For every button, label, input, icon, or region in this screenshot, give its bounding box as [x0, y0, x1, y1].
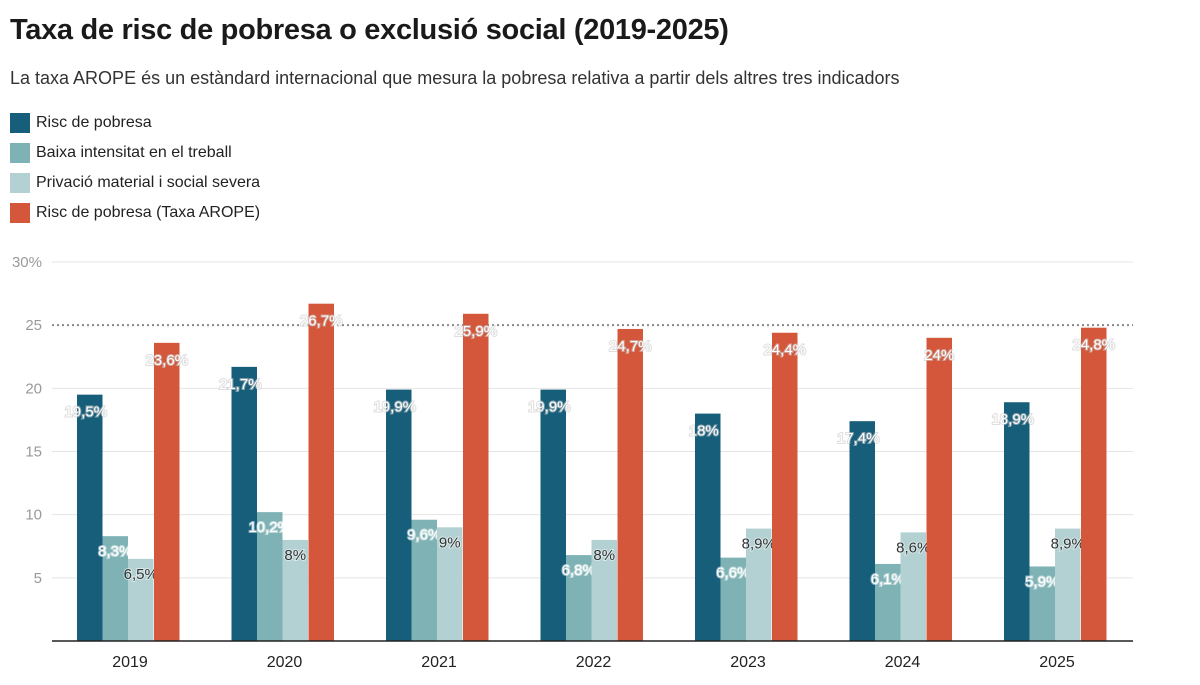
- x-tick-label: 2019: [112, 654, 148, 671]
- data-label: 24%: [924, 347, 954, 364]
- data-label: 6,6%: [716, 565, 750, 582]
- bar: [128, 558, 154, 641]
- y-tick-label: 5: [34, 570, 42, 587]
- data-label: 24,4%: [763, 342, 806, 359]
- data-label: 6,5%: [124, 566, 158, 583]
- x-tick-label: 2024: [885, 654, 921, 671]
- data-label: 8,6%: [896, 539, 930, 556]
- bar: [437, 527, 463, 641]
- data-label: 8,9%: [1051, 536, 1085, 553]
- legend-label: Privació material i social severa: [36, 174, 261, 191]
- bar: [617, 328, 643, 641]
- bar: [772, 332, 798, 641]
- chart-title: Taxa de risc de pobresa o exclusió socia…: [10, 14, 729, 46]
- data-label: 8,3%: [98, 543, 132, 560]
- data-label: 24,8%: [1072, 337, 1115, 354]
- bar: [695, 413, 721, 641]
- bar: [1081, 327, 1107, 641]
- bar: [308, 303, 334, 641]
- bar: [875, 563, 901, 641]
- bar: [463, 313, 489, 641]
- bar: [386, 389, 412, 641]
- data-label: 9%: [439, 534, 461, 551]
- data-label: 19,9%: [528, 399, 571, 416]
- data-label: 6,8%: [562, 562, 596, 579]
- data-label: 24,7%: [609, 338, 652, 355]
- y-tick-label: 30%: [12, 254, 42, 271]
- bar: [591, 539, 617, 641]
- bar: [282, 539, 308, 641]
- data-label: 9,6%: [407, 527, 441, 544]
- data-label: 17,4%: [837, 430, 880, 447]
- x-tick-label: 2021: [421, 654, 457, 671]
- y-tick-label: 15: [25, 444, 42, 461]
- data-label: 8%: [284, 547, 306, 564]
- bar: [411, 519, 437, 641]
- data-label: 21,7%: [219, 376, 262, 393]
- bar: [231, 366, 257, 641]
- data-label: 8,9%: [742, 536, 776, 553]
- x-tick-label: 2023: [730, 654, 766, 671]
- data-label: 25,9%: [454, 323, 497, 340]
- bar: [154, 342, 180, 641]
- y-tick-label: 25: [25, 317, 42, 334]
- data-label: 6,1%: [871, 571, 905, 588]
- legend-swatch: [10, 203, 30, 223]
- data-label: 19,5%: [64, 404, 107, 421]
- x-tick-label: 2022: [576, 654, 612, 671]
- bar: [257, 512, 283, 641]
- bar: [720, 557, 746, 641]
- data-label: 26,7%: [300, 313, 343, 330]
- data-label: 8%: [593, 547, 615, 564]
- legend-label: Risc de pobresa: [36, 114, 152, 131]
- x-tick-label: 2025: [1039, 654, 1075, 671]
- legend-item: Risc de pobresa (Taxa AROPE): [10, 198, 260, 228]
- data-label: 18,9%: [991, 411, 1034, 428]
- bar: [102, 536, 128, 641]
- bar: [540, 389, 566, 641]
- data-label: 10,2%: [248, 519, 291, 536]
- data-label: 19,9%: [373, 399, 416, 416]
- bar: [1055, 528, 1081, 641]
- chart-subtitle: La taxa AROPE és un estàndard internacio…: [10, 68, 900, 88]
- bar: [849, 421, 875, 641]
- legend-swatch: [10, 173, 30, 193]
- legend-label: Risc de pobresa (Taxa AROPE): [36, 204, 261, 221]
- data-label: 5,9%: [1025, 573, 1059, 590]
- bar: [1004, 402, 1030, 641]
- legend: Risc de pobresa Baixa intensitat en el t…: [10, 108, 260, 228]
- legend-swatch: [10, 143, 30, 163]
- legend-item: Privació material i social severa: [10, 168, 260, 198]
- legend-swatch: [10, 113, 30, 133]
- legend-label: Baixa intensitat en el treball: [36, 144, 232, 161]
- bar: [746, 528, 772, 641]
- bar: [1029, 566, 1055, 641]
- legend-item: Baixa intensitat en el treball: [10, 138, 260, 168]
- y-tick-label: 10: [25, 507, 42, 524]
- bar: [926, 337, 952, 641]
- data-label: 18%: [689, 423, 719, 440]
- bar: [77, 394, 103, 641]
- x-tick-label: 2020: [267, 654, 303, 671]
- legend-item: Risc de pobresa: [10, 108, 260, 138]
- bar: [566, 555, 592, 641]
- y-tick-label: 20: [25, 380, 42, 397]
- data-label: 23,6%: [145, 352, 188, 369]
- bar: [900, 532, 926, 641]
